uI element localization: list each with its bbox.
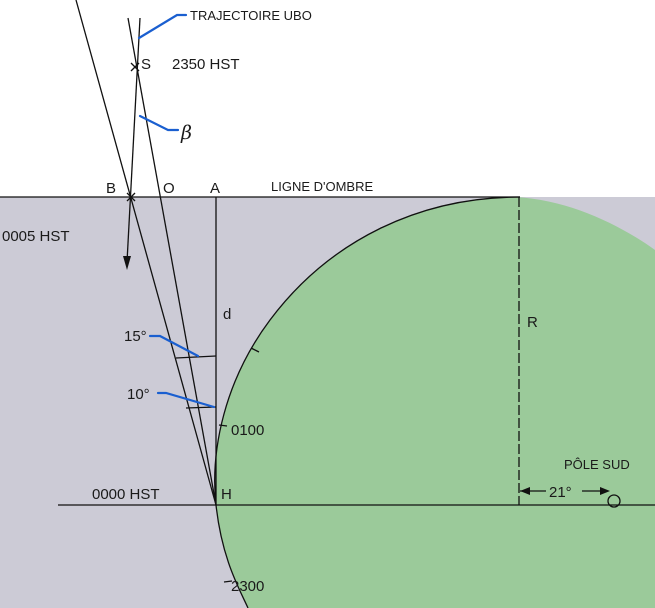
point-b-marker [126, 192, 136, 202]
trajectory-line [75, 0, 217, 506]
angle-21-arrowhead-right [600, 487, 610, 495]
point-a-label: A [210, 180, 220, 197]
angle-15-leader [148, 334, 200, 358]
point-h-label: H [221, 486, 232, 503]
angle-10-label: 10° [127, 386, 150, 403]
limb-tick [223, 580, 233, 583]
point-o-label: O [163, 180, 175, 197]
time-0100-label: 0100 [231, 422, 264, 439]
planet-limb [214, 196, 521, 608]
trajectory-leader [137, 13, 188, 40]
time-2300-label: 2300 [231, 578, 264, 595]
d-label: d [223, 306, 231, 323]
point-s-label: S [141, 56, 151, 73]
time-0000-label: 0000 HST [92, 486, 160, 503]
beta-leader [138, 114, 180, 132]
r-label: R [527, 314, 538, 331]
direction-arrowhead [123, 256, 131, 270]
beta-label: β [180, 122, 192, 144]
s-time-label: 2350 HST [172, 56, 240, 73]
limb-tick [250, 347, 260, 353]
time-0005-label: 0005 HST [2, 228, 70, 245]
ubo-trajectory-line [127, 17, 217, 506]
angle-10-leader [156, 391, 216, 409]
point-b-label: B [106, 180, 116, 197]
angle-21-label: 21° [549, 484, 572, 501]
angle-21-arrowhead-left [520, 487, 530, 495]
south-pole-marker [607, 494, 621, 508]
trajectory-label: TRAJECTOIRE UBO [190, 8, 312, 23]
beta-line [126, 17, 141, 263]
point-s-marker [130, 62, 140, 72]
shadow-line-label: LIGNE D'OMBRE [271, 179, 373, 194]
limb-tick [218, 424, 228, 427]
south-pole-label: PÔLE SUD [564, 457, 630, 472]
angle-15-label: 15° [124, 328, 147, 345]
angle-15-tick [175, 355, 217, 359]
